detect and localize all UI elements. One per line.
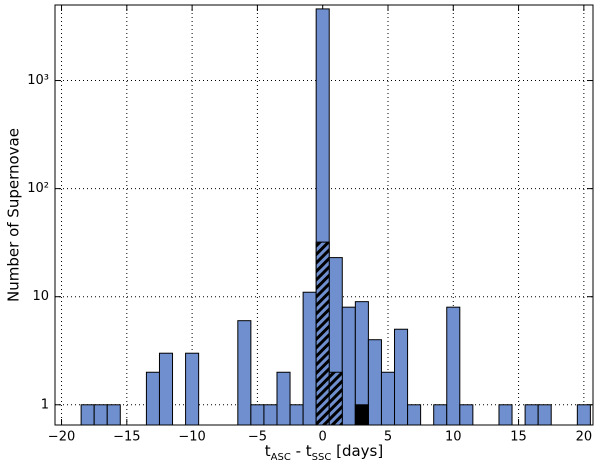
x-tick-label: 10 — [445, 430, 462, 445]
x-tick-label: −10 — [178, 430, 205, 445]
x-tick-label: 20 — [576, 430, 593, 445]
bar — [341, 306, 356, 426]
x-tick-label: 15 — [510, 430, 527, 445]
bar — [145, 371, 160, 426]
bar — [576, 404, 591, 426]
bar — [380, 371, 396, 426]
bar — [328, 371, 343, 426]
bar — [250, 404, 265, 426]
bar — [263, 404, 278, 426]
y-tick-label: 10³ — [27, 73, 49, 88]
bar — [433, 404, 448, 426]
x-label-part: t — [265, 442, 271, 460]
y-axis-label: Number of Supernovae — [5, 128, 23, 302]
y-tick-label: 10 — [32, 289, 49, 304]
bar — [407, 404, 422, 426]
bar — [459, 404, 474, 426]
bar — [498, 404, 513, 426]
bar — [524, 404, 539, 426]
bar — [237, 320, 252, 426]
bar — [394, 328, 409, 426]
x-label-part: ASC — [271, 452, 291, 463]
x-tick-label: −20 — [48, 430, 75, 445]
x-tick-label: −15 — [113, 430, 140, 445]
bar — [158, 352, 174, 426]
x-axis-label: tASC - tSSC [days] — [265, 442, 383, 463]
bar — [106, 404, 121, 426]
x-tick-label: 0 — [319, 430, 327, 445]
bar — [302, 291, 317, 426]
x-label-part: - t — [291, 442, 312, 460]
x-label-part: SSC — [312, 452, 332, 463]
bar — [367, 339, 382, 426]
bar — [537, 404, 552, 426]
bar — [354, 404, 369, 426]
bar — [80, 404, 95, 426]
bar — [289, 404, 304, 426]
plot-frame — [54, 4, 594, 426]
x-label-part: [days] — [331, 442, 383, 460]
bar — [315, 241, 330, 426]
bar — [276, 371, 291, 426]
bar — [185, 352, 200, 426]
bar — [446, 306, 461, 426]
bar — [93, 404, 108, 426]
x-tick-label: −5 — [248, 430, 267, 445]
x-tick-label: 5 — [384, 430, 392, 445]
y-tick-label: 1 — [41, 397, 49, 412]
y-tick-label: 10² — [27, 181, 49, 196]
